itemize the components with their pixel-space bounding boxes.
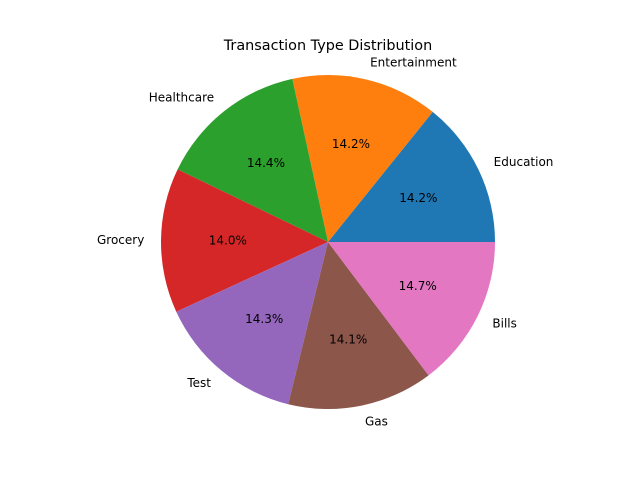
slice-label-entertainment: Entertainment — [370, 56, 457, 70]
slice-label-bills: Bills — [492, 316, 517, 330]
slice-percent-bills: 14.7% — [399, 279, 437, 293]
slice-percent-gas: 14.1% — [329, 333, 367, 347]
pie-slices — [161, 75, 495, 409]
slice-label-grocery: Grocery — [97, 233, 144, 247]
pie-slice-healthcare — [177, 78, 328, 242]
slice-percent-grocery: 14.0% — [209, 234, 247, 248]
slice-percent-test: 14.3% — [245, 312, 283, 326]
slice-percent-education: 14.2% — [399, 191, 437, 205]
pie-slice-gas — [288, 242, 429, 409]
pie-labels: Education Entertainment Healthcare Grocery T… — [97, 56, 553, 429]
slice-label-education: Education — [494, 155, 554, 169]
pie-slice-bills — [328, 242, 495, 376]
slice-label-healthcare: Healthcare — [149, 90, 214, 104]
pie-slice-entertainment — [292, 75, 433, 243]
pie-percent-labels: 14.2% 14.2% 14.4% 14.0% 14.3% 14.1% 14.7% — [209, 137, 438, 347]
slice-percent-healthcare: 14.4% — [247, 156, 285, 170]
slice-percent-entertainment: 14.2% — [332, 137, 370, 151]
chart-title: Transaction Type Distribution — [223, 38, 432, 54]
pie-slice-education — [328, 111, 495, 242]
slice-label-gas: Gas — [365, 414, 388, 428]
pie-slice-test — [176, 242, 328, 405]
pie-slice-grocery — [161, 169, 328, 312]
slice-label-test: Test — [186, 376, 211, 390]
